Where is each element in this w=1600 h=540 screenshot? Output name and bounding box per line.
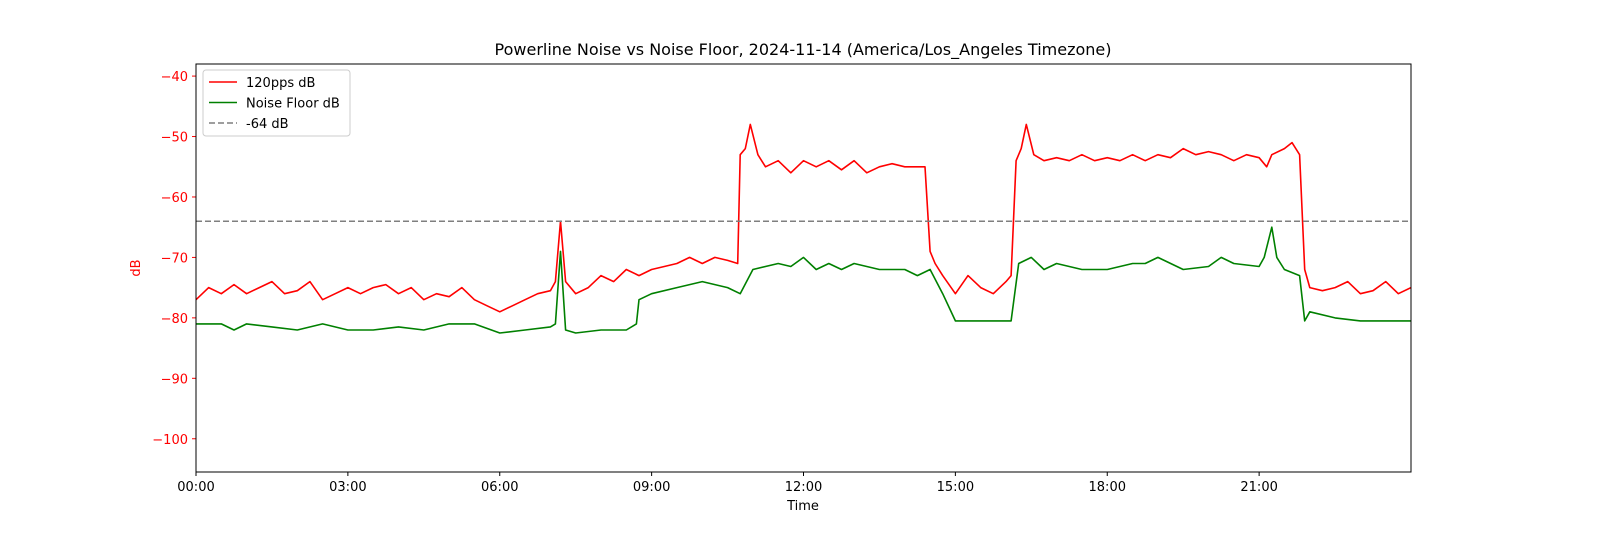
x-tick-label: 09:00 xyxy=(633,480,670,495)
x-tick-label: 00:00 xyxy=(177,480,214,495)
y-tick-label: −40 xyxy=(161,70,188,85)
series-layer xyxy=(196,123,1411,334)
series-line-0 xyxy=(196,123,1411,313)
x-tick-label: 06:00 xyxy=(481,480,518,495)
y-tick-label: −90 xyxy=(161,372,188,387)
y-tick-label: −100 xyxy=(152,433,188,448)
x-tick-label: 12:00 xyxy=(785,480,822,495)
x-tick-label: 03:00 xyxy=(329,480,366,495)
legend-label: Noise Floor dB xyxy=(246,97,340,112)
y-tick-label: −70 xyxy=(161,251,188,266)
y-axis-label: dB xyxy=(129,259,144,276)
series-line-1 xyxy=(196,226,1411,334)
y-tick-label: −80 xyxy=(161,312,188,327)
plot-frame xyxy=(195,63,1412,473)
legend-frame xyxy=(202,69,351,137)
y-tick-label: −60 xyxy=(161,191,188,206)
legend-label: 120pps dB xyxy=(246,76,315,91)
y-tick-label: −50 xyxy=(161,131,188,146)
x-axis: 00:00 03:00 06:00 09:00 12:00 15:00 18:00 21:00 xyxy=(177,472,1278,495)
x-tick-label: 15:00 xyxy=(937,480,974,495)
legend-label: -64 dB xyxy=(246,117,289,132)
legend: 120pps dB Noise Floor dB -64 dB xyxy=(202,69,351,137)
x-tick-label: 18:00 xyxy=(1089,480,1126,495)
x-axis-label: Time xyxy=(786,499,819,514)
y-axis: −40 −50 −60 −70 −80 −90 −100 xyxy=(152,70,196,448)
x-tick-label: 21:00 xyxy=(1240,480,1277,495)
chart-title: Powerline Noise vs Noise Floor, 2024-11-… xyxy=(495,40,1112,60)
